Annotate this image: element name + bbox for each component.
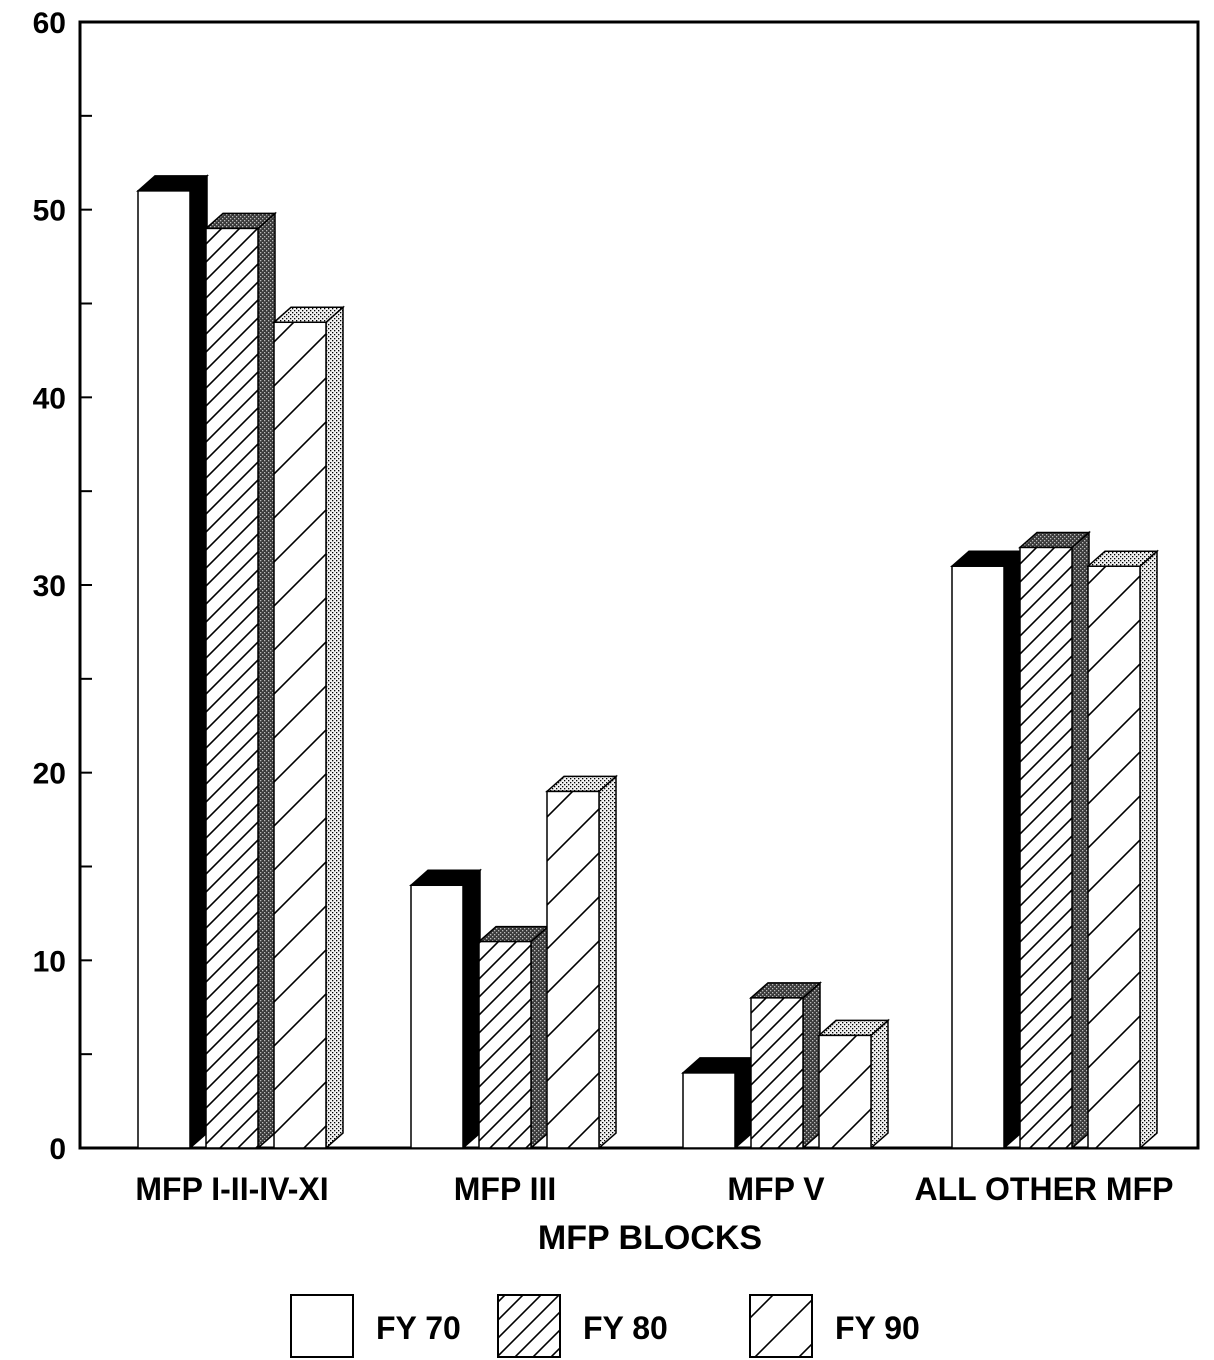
bar-front (410, 884, 464, 1149)
bar-fy-80 (204, 211, 277, 1150)
bar-front (951, 565, 1005, 1149)
bar-side (189, 174, 208, 1150)
y-tick-label: 10 (33, 945, 66, 978)
y-tick-label: 60 (33, 7, 66, 40)
legend: FY 70 FY 80 FY 90 (290, 1294, 920, 1358)
bar-fy-70 (409, 868, 482, 1150)
bar-front (750, 997, 804, 1149)
x-category-label: ALL OTHER MFP (915, 1171, 1174, 1207)
bar-fy-90 (272, 305, 345, 1150)
x-category-label: MFP V (727, 1171, 825, 1207)
bar-fy-70 (681, 1056, 754, 1150)
bar-front (1019, 546, 1073, 1149)
bar-front (818, 1034, 872, 1149)
bar-side (1139, 549, 1158, 1150)
bar-fy-90 (817, 1018, 890, 1150)
y-tick-label: 0 (49, 1133, 66, 1166)
bar-fy-70 (950, 549, 1023, 1150)
x-category-label: MFP III (454, 1171, 557, 1207)
bar-side (257, 211, 276, 1150)
legend-item: FY 80 (497, 1294, 668, 1358)
bar-fy-90 (545, 774, 618, 1150)
x-category-label: MFP I-II-IV-XI (135, 1171, 328, 1207)
bar-side (462, 868, 481, 1150)
legend-swatch (497, 1294, 561, 1358)
bar-side (802, 981, 821, 1150)
bar-front (273, 321, 327, 1149)
bar-side (325, 305, 344, 1150)
bar-front (205, 227, 259, 1149)
bars (136, 174, 1159, 1150)
y-tick-label: 50 (33, 195, 66, 228)
legend-swatch (290, 1294, 354, 1358)
legend-swatch (749, 1294, 813, 1358)
legend-item: FY 90 (749, 1294, 920, 1358)
x-axis-labels: MFP I-II-IV-XI MFP III MFP V ALL OTHER MFP (135, 1171, 1173, 1207)
y-tick-label: 20 (33, 758, 66, 791)
y-tick-label: 30 (33, 570, 66, 603)
legend-label: FY 90 (835, 1310, 920, 1346)
bar-front (1087, 565, 1141, 1149)
bar-side (870, 1018, 889, 1150)
bar-front (682, 1072, 736, 1149)
bar-fy-70 (136, 174, 209, 1150)
bar-front (546, 790, 600, 1149)
bar-front (137, 190, 191, 1149)
bar-fy-90 (1086, 549, 1159, 1150)
bar-fy-80 (749, 981, 822, 1150)
bar-fy-80 (1018, 530, 1091, 1150)
legend-label: FY 70 (376, 1310, 461, 1346)
bar-side (530, 924, 549, 1150)
bar-fy-80 (477, 924, 550, 1150)
legend-label: FY 80 (583, 1310, 668, 1346)
legend-item: FY 70 (290, 1294, 461, 1358)
bar-side (598, 774, 617, 1150)
bar-side (1071, 530, 1090, 1150)
bar-side (1003, 549, 1022, 1150)
y-tick-label: 40 (33, 382, 66, 415)
y-axis: 0 10 20 30 40 50 60 (33, 7, 92, 1166)
x-axis-title: MFP BLOCKS (538, 1219, 762, 1257)
bar-front (478, 940, 532, 1149)
